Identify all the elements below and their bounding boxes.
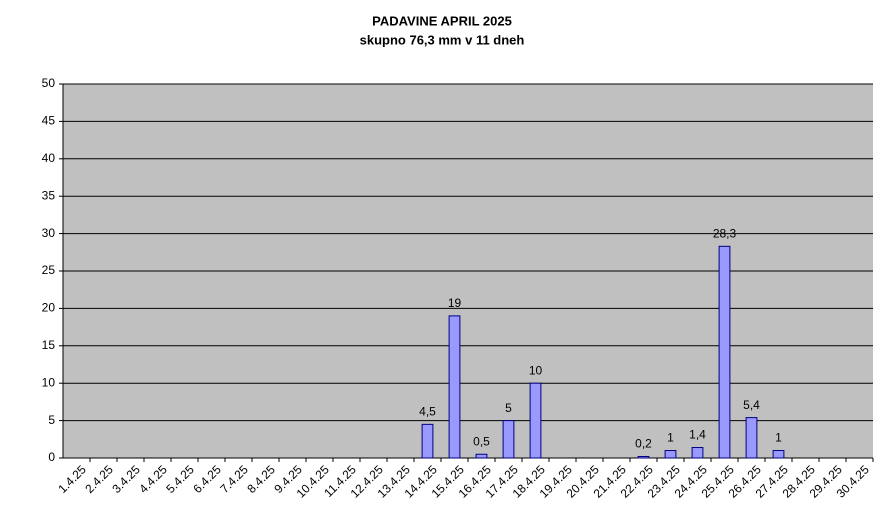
x-tick-label: 5.4.25 bbox=[163, 462, 197, 496]
x-tick-label: 4.4.25 bbox=[136, 462, 170, 496]
value-label: 0,5 bbox=[473, 434, 490, 448]
y-tick-label: 45 bbox=[42, 114, 56, 128]
y-tick-label: 0 bbox=[48, 450, 55, 464]
y-tick-label: 35 bbox=[42, 188, 56, 202]
value-label: 1,4 bbox=[689, 428, 706, 442]
value-label: 4,5 bbox=[419, 405, 436, 419]
bar bbox=[475, 453, 488, 459]
y-tick-label: 50 bbox=[42, 76, 56, 90]
value-label: 1 bbox=[667, 431, 674, 445]
bar bbox=[772, 450, 785, 459]
chart-subtitle: skupno 76,3 mm v 11 dneh bbox=[360, 32, 525, 47]
y-tick-label: 40 bbox=[42, 151, 56, 165]
y-tick-label: 30 bbox=[42, 226, 56, 240]
y-tick-label: 15 bbox=[42, 338, 56, 352]
y-tick-label: 10 bbox=[42, 375, 56, 389]
bar bbox=[664, 450, 677, 459]
value-label: 5,4 bbox=[743, 398, 760, 412]
bar bbox=[745, 417, 758, 459]
y-tick-label: 5 bbox=[48, 413, 55, 427]
bar bbox=[718, 245, 731, 459]
x-tick-label: 3.4.25 bbox=[109, 462, 143, 496]
bar bbox=[691, 447, 704, 459]
x-tick-label: 6.4.25 bbox=[190, 462, 224, 496]
x-tick-label: 1.4.25 bbox=[55, 462, 89, 496]
value-label: 5 bbox=[505, 401, 512, 415]
bar bbox=[637, 456, 650, 459]
x-tick-label: 7.4.25 bbox=[217, 462, 251, 496]
value-label: 10 bbox=[529, 363, 543, 377]
bar bbox=[529, 382, 542, 459]
value-label: 0,2 bbox=[635, 437, 652, 451]
value-label: 19 bbox=[448, 296, 462, 310]
y-tick-label: 20 bbox=[42, 301, 56, 315]
value-label: 1 bbox=[775, 431, 782, 445]
bar bbox=[448, 315, 461, 459]
bar bbox=[502, 420, 515, 459]
value-label: 28,3 bbox=[713, 226, 737, 240]
y-tick-label: 25 bbox=[42, 263, 56, 277]
x-tick-label: 2.4.25 bbox=[82, 462, 116, 496]
x-tick-label: 8.4.25 bbox=[244, 462, 278, 496]
chart-title: PADAVINE APRIL 2025 bbox=[372, 13, 512, 28]
bar bbox=[421, 423, 434, 459]
